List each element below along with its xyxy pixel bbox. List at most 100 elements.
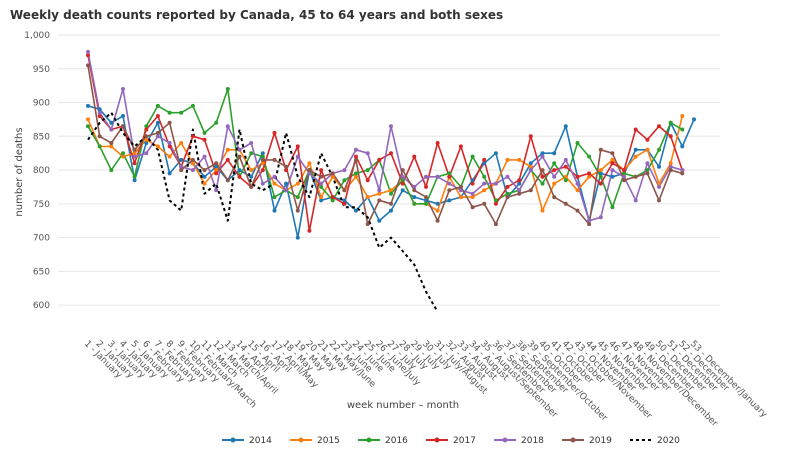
data-point-2015 [610, 157, 615, 162]
data-point-2014 [249, 174, 254, 179]
data-point-2014 [412, 195, 417, 200]
data-point-2016 [657, 147, 661, 152]
data-point-2019 [528, 188, 533, 193]
data-point-2017 [86, 53, 90, 58]
data-point-2014 [552, 151, 557, 156]
data-point-2019 [622, 178, 627, 183]
data-point-2017 [284, 168, 289, 173]
data-point-2018 [598, 215, 603, 220]
data-point-2014 [202, 174, 207, 179]
legend-label-2014: 2014 [249, 436, 272, 446]
data-point-2017 [307, 228, 312, 233]
data-point-2016 [225, 87, 230, 91]
data-point-2014 [680, 144, 685, 149]
data-point-2017 [295, 144, 300, 149]
data-point-2019 [225, 178, 230, 183]
data-point-2019 [424, 195, 428, 200]
data-point-2015 [470, 195, 475, 200]
data-point-2014 [692, 117, 696, 122]
data-point-2015 [552, 181, 557, 186]
data-point-2019 [680, 171, 685, 176]
data-point-2018 [552, 174, 557, 179]
data-point-2017 [424, 184, 428, 189]
data-point-2016 [563, 178, 568, 183]
data-point-2015 [155, 144, 160, 149]
data-point-2019 [260, 157, 265, 162]
data-point-2017 [225, 157, 230, 162]
data-point-2017 [412, 154, 417, 159]
data-point-2014 [470, 178, 475, 183]
data-point-2018 [97, 110, 102, 115]
data-point-2014 [132, 178, 137, 183]
data-point-2019 [668, 168, 673, 173]
data-point-2018 [214, 188, 219, 193]
data-point-2016 [668, 120, 673, 125]
y-axis-label: number of deaths [14, 127, 25, 216]
data-point-2014 [447, 198, 452, 203]
data-point-2018 [447, 181, 452, 186]
data-point-2016 [365, 168, 370, 173]
data-point-2014 [598, 171, 603, 176]
data-point-2019 [447, 188, 452, 193]
legend-marker-2017 [434, 437, 440, 443]
data-point-2019 [517, 191, 522, 196]
data-point-2018 [389, 124, 393, 129]
data-point-2015 [505, 157, 510, 162]
data-point-2018 [179, 164, 184, 169]
y-tick-label: 650 [33, 267, 50, 277]
data-point-2015 [260, 161, 265, 166]
y-tick-label: 1,000 [24, 31, 50, 41]
data-point-2014 [272, 208, 277, 213]
data-point-2015 [587, 174, 592, 179]
data-point-2014 [610, 174, 615, 179]
data-point-2017 [260, 168, 265, 173]
data-point-2016 [354, 171, 358, 176]
data-point-2015 [680, 114, 685, 118]
data-point-2016 [342, 178, 347, 183]
data-point-2016 [260, 154, 265, 159]
data-point-2018 [505, 174, 510, 179]
data-point-2017 [365, 178, 370, 183]
data-point-2018 [377, 188, 382, 193]
data-point-2016 [400, 178, 405, 183]
data-point-2015 [633, 154, 638, 159]
data-point-2018 [633, 198, 638, 203]
data-point-2019 [389, 201, 393, 206]
data-point-2017 [645, 137, 650, 142]
data-point-2015 [249, 168, 254, 173]
data-point-2017 [319, 168, 324, 173]
data-point-2017 [144, 127, 149, 132]
legend-label-2017: 2017 [453, 436, 476, 446]
data-point-2019 [633, 174, 638, 179]
data-point-2016 [645, 168, 650, 173]
data-point-2015 [167, 154, 172, 159]
data-point-2014 [167, 171, 172, 176]
data-point-2018 [668, 164, 673, 169]
data-point-2014 [284, 181, 289, 186]
data-point-2018 [354, 147, 358, 152]
data-point-2018 [260, 181, 265, 186]
y-tick-label: 700 [33, 234, 50, 244]
data-point-2019 [540, 168, 545, 173]
data-point-2018 [190, 168, 195, 173]
data-point-2016 [132, 174, 137, 179]
data-point-2017 [97, 114, 102, 118]
data-point-2017 [505, 184, 510, 189]
data-point-2014 [260, 151, 265, 156]
data-point-2015 [272, 181, 277, 186]
data-point-2017 [458, 144, 463, 149]
data-point-2019 [272, 157, 277, 162]
data-point-2014 [435, 201, 440, 206]
legend-label-2015: 2015 [317, 436, 340, 446]
data-point-2018 [610, 168, 615, 173]
data-point-2018 [284, 188, 289, 193]
legend-marker-2014 [230, 437, 236, 443]
data-point-2019 [109, 141, 114, 145]
data-point-2015 [109, 144, 114, 149]
data-point-2016 [167, 110, 172, 115]
data-point-2018 [295, 154, 300, 159]
data-point-2018 [144, 151, 149, 156]
data-point-2019 [284, 164, 289, 169]
data-point-2019 [155, 130, 160, 135]
